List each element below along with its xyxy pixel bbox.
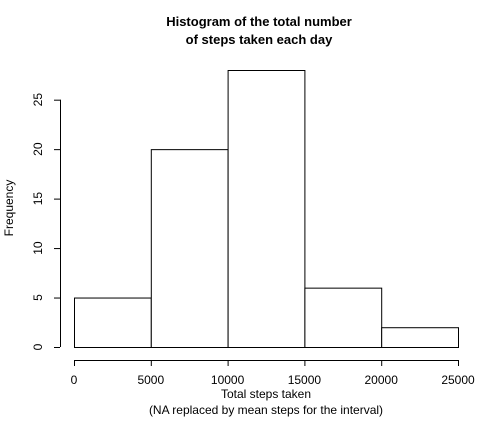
chart-title-line1: Histogram of the total number — [166, 14, 352, 29]
y-tick-label-10: 10 — [31, 241, 45, 255]
x-tick-label-15000: 15000 — [288, 373, 322, 387]
y-tick-label-20: 20 — [31, 142, 45, 156]
x-axis-sublabel: (NA replaced by mean steps for the inter… — [149, 403, 383, 417]
x-tick-label-10000: 10000 — [211, 373, 245, 387]
x-tick-label-25000: 25000 — [441, 373, 475, 387]
x-axis-label: Total steps taken — [221, 387, 311, 401]
bar-20000-25000 — [381, 327, 460, 349]
y-tick-label-15: 15 — [31, 192, 45, 206]
x-axis: 0 5000 10000 15000 20000 25000 — [71, 360, 475, 387]
chart-title-line2: of steps taken each day — [186, 32, 333, 47]
bar-0-5000 — [74, 297, 152, 348]
bar-5000-10000 — [150, 149, 229, 348]
bars-group — [74, 70, 460, 349]
x-tick-label-0: 0 — [71, 373, 78, 387]
x-tick-label-5000: 5000 — [137, 373, 164, 387]
y-tick-label-25: 25 — [31, 93, 45, 107]
bar-15000-20000 — [304, 287, 383, 348]
x-tick-label-20000: 20000 — [365, 373, 399, 387]
y-axis-label: Frequency — [2, 180, 16, 237]
y-axis: 0 5 10 15 20 25 — [31, 93, 61, 350]
bar-10000-15000 — [227, 70, 306, 348]
y-tick-label-0: 0 — [31, 343, 45, 350]
y-tick-label-5: 5 — [31, 294, 45, 301]
